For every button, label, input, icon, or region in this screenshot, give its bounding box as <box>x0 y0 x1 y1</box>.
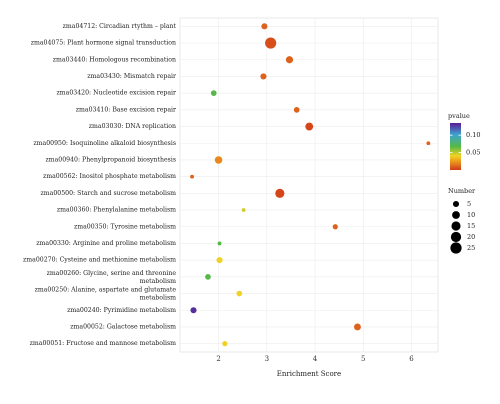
y-tick-label: zma03420: Nucleotide excision repair <box>57 90 177 97</box>
y-tick-label: zma00940: Phenylpropanoid biosynthesis <box>45 156 176 163</box>
data-point <box>293 107 300 113</box>
x-tick-label: 6 <box>409 355 414 363</box>
y-tick-label: zma00240: Pyrimidine metabolism <box>67 307 176 314</box>
size-legend-dot <box>451 221 461 231</box>
size-legend-label: 10 <box>467 211 475 219</box>
color-legend-label: 0.05 <box>466 149 480 157</box>
y-tick-label: zma03430: Mismatch repair <box>87 73 176 80</box>
y-tick-label: zma03030: DNA replication <box>89 123 176 130</box>
data-point <box>426 141 431 146</box>
x-tick-label: 2 <box>216 355 220 363</box>
y-tick-label: zma00360: Phenylalanine metabolism <box>57 207 176 214</box>
data-point <box>217 241 222 246</box>
y-axis-tick-labels: zma04712: Circadian rtythm – plant zma040… <box>23 23 176 347</box>
size-legend-label: 25 <box>467 244 475 252</box>
y-tick-label: zma00500: Starch and sucrose metabolism <box>41 190 177 197</box>
color-legend-bar <box>450 123 461 170</box>
data-point <box>236 290 243 297</box>
data-point <box>305 122 314 131</box>
gridlines <box>180 18 438 352</box>
size-legend: 5 10 15 20 25 <box>450 200 475 254</box>
data-point <box>260 73 267 80</box>
y-tick-label: zma00270: Cysteine and methionine metabo… <box>23 257 176 264</box>
y-tick-label: zma00350: Tyrosine metabolism <box>74 223 176 230</box>
size-legend-label: 5 <box>467 200 471 208</box>
data-point <box>190 174 194 179</box>
size-legend-label: 20 <box>467 233 475 241</box>
x-axis-tick-labels: 2 3 4 5 6 <box>216 355 414 363</box>
data-point <box>275 188 285 198</box>
size-legend-dot <box>452 200 460 208</box>
data-point <box>354 323 361 331</box>
size-legend-dot <box>452 211 460 219</box>
y-tick-label: zma04712: Circadian rtythm – plant <box>63 23 177 30</box>
x-tick-label: 3 <box>265 355 269 363</box>
y-tick-label: zma00250: Alanine, aspartate and glutama… <box>35 286 177 301</box>
color-legend-ticks: 0.10 0.05 <box>450 131 480 157</box>
plot-panel <box>179 17 439 353</box>
size-legend-dot <box>450 231 462 243</box>
size-legend-title: Number <box>448 187 476 195</box>
data-point <box>214 156 223 164</box>
size-legend-dot <box>450 242 462 254</box>
data-point <box>332 224 338 230</box>
x-axis-title: Enrichment Score <box>277 370 341 378</box>
y-tick-label: zma00052: Galactose metabolism <box>70 323 176 330</box>
data-point <box>241 208 246 212</box>
y-tick-label: zma00562: Inositol phosphate metabolism <box>43 173 176 180</box>
data-points <box>190 23 431 347</box>
y-tick-label: zma04075: Plant hormone signal transduct… <box>31 40 176 47</box>
x-tick-label: 4 <box>313 355 318 363</box>
y-tick-label: zma00950: Isoquinoline alkaloid biosynth… <box>33 140 176 147</box>
data-point <box>210 90 217 96</box>
y-tick-label: zma03410: Base excision repair <box>76 106 176 113</box>
y-tick-label: zma00051: Fructose and mannose metabolis… <box>30 340 176 347</box>
y-tick-label: zma00330: Arginine and proline metabolis… <box>36 240 176 247</box>
x-tick-label: 5 <box>361 355 365 363</box>
data-point <box>190 307 197 314</box>
y-tick-label: zma03440: Homologous recombination <box>53 56 176 63</box>
size-legend-label: 15 <box>467 222 475 230</box>
data-point <box>205 274 211 280</box>
data-point <box>285 56 294 64</box>
data-point <box>261 23 268 30</box>
data-point <box>216 257 223 264</box>
y-tick-label: zma00260: Glycine, serine and threonine m… <box>47 269 177 284</box>
data-point <box>222 341 228 347</box>
data-point <box>265 37 277 49</box>
color-legend-label: 0.10 <box>466 131 480 139</box>
color-legend-title: pvalue <box>448 112 470 120</box>
